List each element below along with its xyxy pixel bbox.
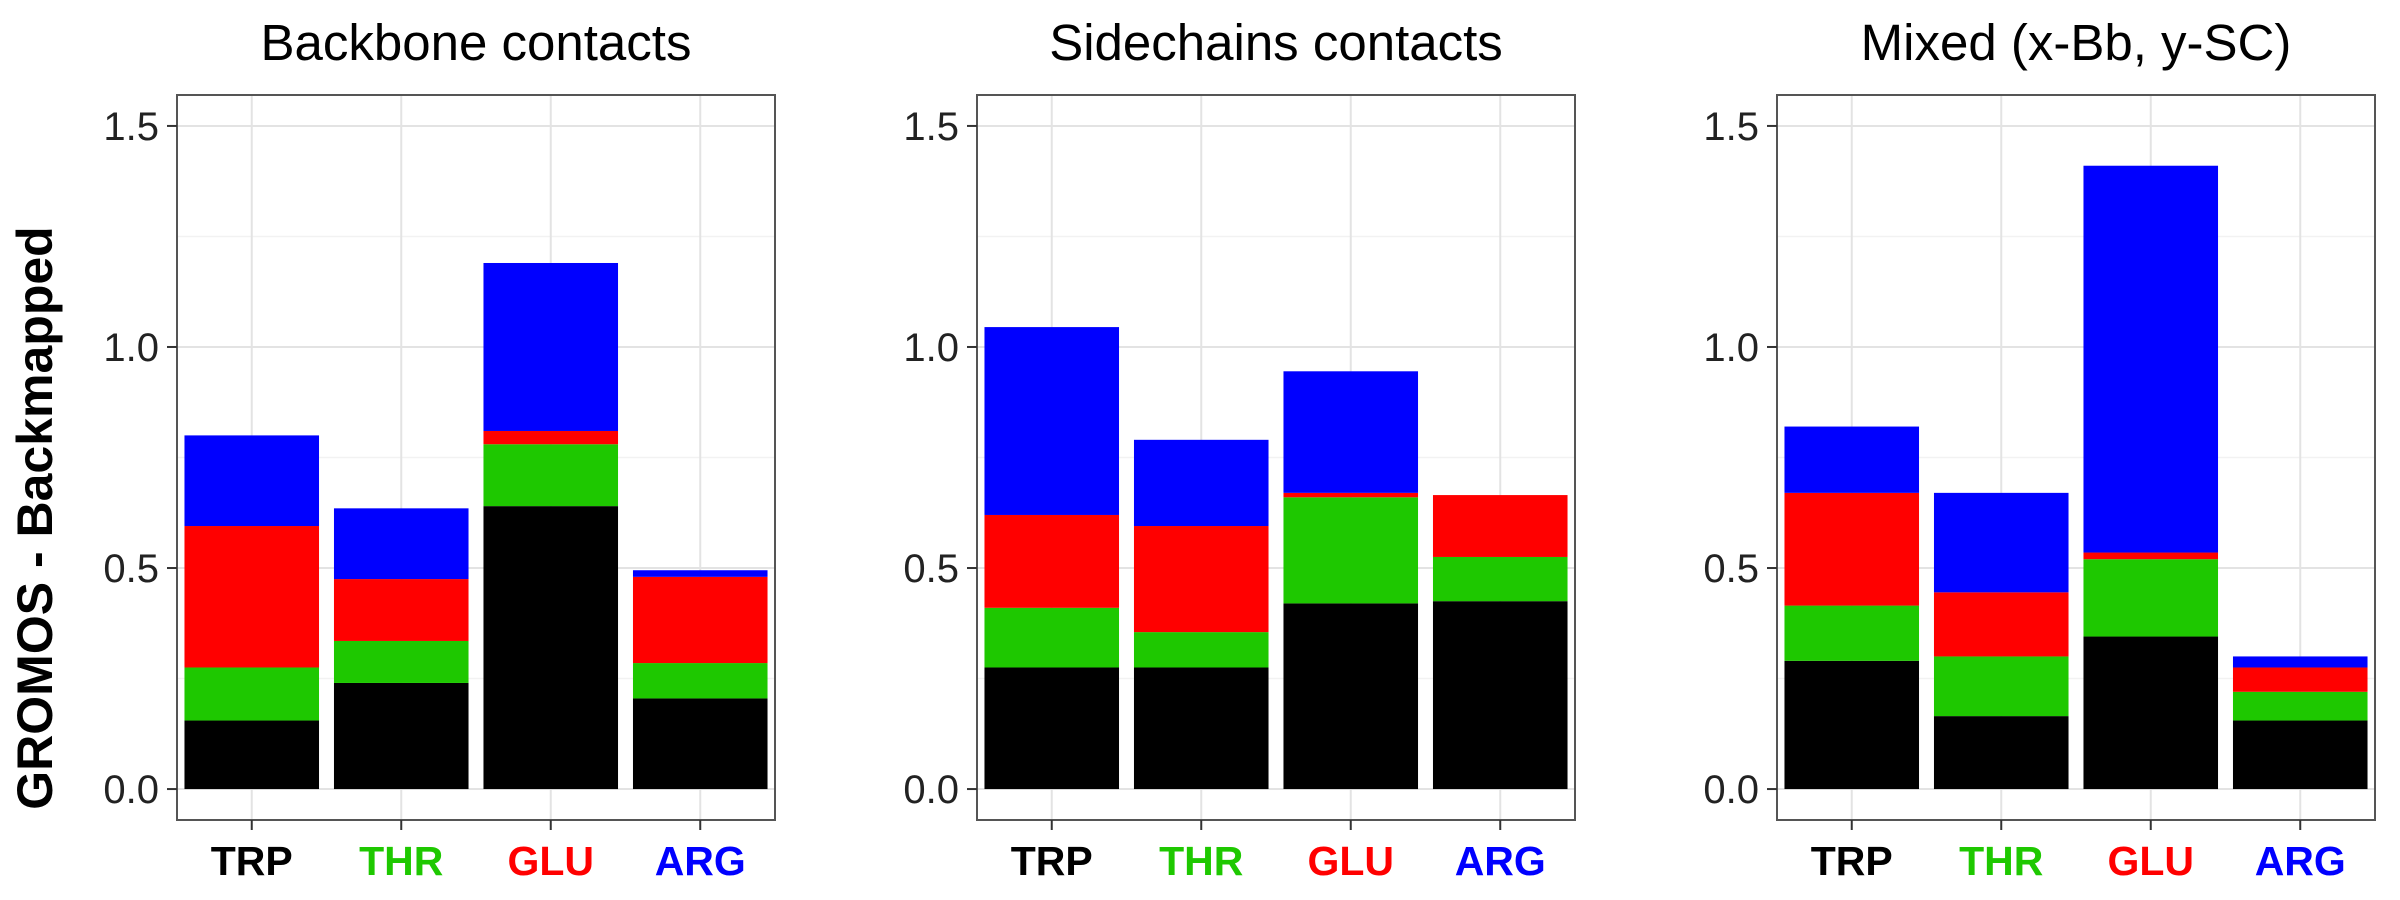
bar-segment-glu-2: [1283, 497, 1419, 604]
bar-segment-thr-2: [1133, 632, 1269, 668]
bar-segment-arg-2: [2232, 691, 2368, 721]
y-axis-title: GROMOS - Backmapped: [7, 226, 63, 809]
bar-segment-thr-3: [1933, 592, 2069, 657]
bar-segment-trp-4: [1784, 426, 1920, 493]
bar-segment-thr-3: [1133, 526, 1269, 633]
bar-segment-arg-2: [632, 663, 768, 699]
panel-border: [176, 94, 776, 821]
bar-segment-thr-2: [1933, 656, 2069, 717]
y-tick-label: 1.5: [103, 105, 159, 149]
bar-segment-trp-2: [1784, 605, 1920, 661]
y-tick-label: 0.5: [1703, 547, 1759, 591]
category-label-thr: THR: [359, 838, 443, 884]
category-label-arg: ARG: [2255, 838, 2346, 884]
bar-segment-arg-1: [1432, 601, 1568, 790]
chart-panel-3: 0.0 0.5 1.0 1.5 TRP THR GLU ARG Mixed (x-Bb, y-S…: [1703, 14, 2376, 884]
bar-segment-glu-1: [1283, 603, 1419, 790]
bar-segment-trp-3: [984, 514, 1120, 608]
panel-border: [976, 94, 1576, 821]
y-tick-label: 0.0: [1703, 768, 1759, 812]
category-label-trp: TRP: [1011, 838, 1093, 884]
y-tick-label: 0.5: [903, 547, 959, 591]
bar-segment-glu-3: [2083, 552, 2219, 560]
y-tick-label: 0.0: [903, 768, 959, 812]
bar-segment-thr-4: [1133, 439, 1269, 527]
y-tick-label: 1.0: [103, 326, 159, 370]
category-label-thr: THR: [1159, 838, 1243, 884]
bar-segment-trp-1: [984, 667, 1120, 790]
bar-segment-trp-1: [1784, 660, 1920, 790]
category-label-trp: TRP: [211, 838, 293, 884]
category-label-thr: THR: [1959, 838, 2043, 884]
chart-panel-1: 0.0 0.5 1.0 1.5 TRP THR GLU ARG Backbone contact…: [103, 14, 776, 884]
bar-segment-glu-1: [483, 506, 619, 790]
panel-title: Sidechains contacts: [1049, 14, 1503, 71]
bar-segment-arg-1: [632, 698, 768, 790]
bar-segment-arg-2: [1432, 556, 1568, 602]
bar-segment-thr-1: [1933, 716, 2069, 790]
bar-segment-thr-1: [333, 682, 469, 790]
category-label-trp: TRP: [1811, 838, 1893, 884]
bar-segment-glu-4: [483, 262, 619, 431]
chart-panel-2: 0.0 0.5 1.0 1.5 TRP THR GLU ARG Sidechains conta…: [903, 14, 1576, 884]
category-label-glu: GLU: [1307, 838, 1394, 884]
category-label-arg: ARG: [655, 838, 746, 884]
bar-segment-arg-3: [2232, 667, 2368, 692]
y-tick-label: 0.5: [103, 547, 159, 591]
bar-segment-trp-1: [184, 720, 320, 790]
category-label-glu: GLU: [507, 838, 594, 884]
bar-segment-glu-3: [1283, 492, 1419, 498]
bar-segment-thr-3: [333, 579, 469, 641]
bar-segment-glu-4: [2083, 165, 2219, 553]
category-label-glu: GLU: [2107, 838, 2194, 884]
bar-segment-arg-3: [632, 576, 768, 664]
bar-segment-arg-4: [2232, 656, 2368, 668]
bar-segment-trp-3: [1784, 492, 1920, 606]
bar-segment-glu-1: [2083, 636, 2219, 790]
bar-segment-thr-4: [1933, 492, 2069, 593]
bar-segment-arg-4: [632, 570, 768, 577]
y-tick-label: 0.0: [103, 768, 159, 812]
category-label-arg: ARG: [1455, 838, 1546, 884]
bar-segment-trp-4: [984, 327, 1120, 515]
y-tick-label: 1.0: [1703, 326, 1759, 370]
panel-border: [1776, 94, 2376, 821]
bar-segment-glu-4: [1283, 371, 1419, 493]
bar-segment-thr-4: [333, 508, 469, 580]
panel-title: Backbone contacts: [261, 14, 692, 71]
bar-segment-trp-4: [184, 435, 320, 527]
y-tick-label: 1.5: [1703, 105, 1759, 149]
bar-segment-trp-2: [984, 607, 1120, 668]
bar-segment-arg-1: [2232, 720, 2368, 790]
bar-segment-glu-2: [483, 444, 619, 507]
bar-segment-thr-1: [1133, 667, 1269, 790]
y-tick-label: 1.5: [903, 105, 959, 149]
bar-segment-glu-2: [2083, 559, 2219, 637]
y-tick-label: 1.0: [903, 326, 959, 370]
bar-segment-glu-3: [483, 430, 619, 445]
bar-segment-thr-2: [333, 640, 469, 683]
bar-segment-trp-2: [184, 667, 320, 721]
bar-segment-trp-3: [184, 526, 320, 668]
panel-title: Mixed (x-Bb, y-SC): [1861, 14, 2292, 71]
bar-segment-arg-3: [1432, 495, 1568, 557]
